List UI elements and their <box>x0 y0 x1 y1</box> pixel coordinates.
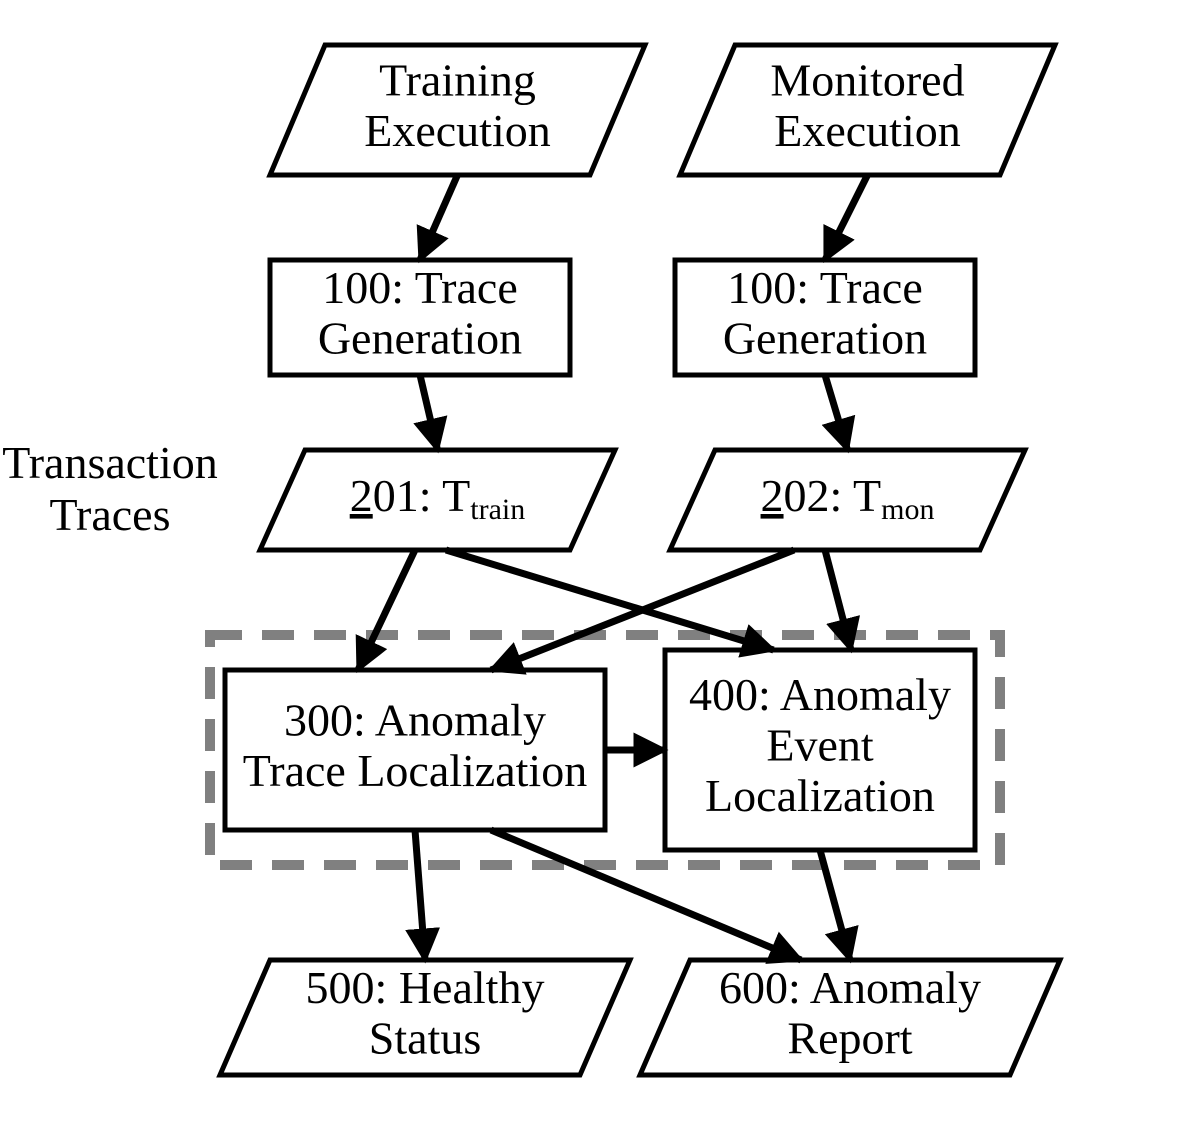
svg-text:300: Anomaly: 300: Anomaly <box>284 694 546 745</box>
svg-text:Report: Report <box>787 1012 912 1063</box>
svg-text:Generation: Generation <box>723 312 927 363</box>
svg-text:Execution: Execution <box>364 105 551 156</box>
flowchart-svg: TrainingExecutionMonitoredExecution100: … <box>0 0 1179 1129</box>
svg-text:Traces: Traces <box>50 489 171 540</box>
svg-text:600: Anomaly: 600: Anomaly <box>719 962 981 1013</box>
svg-text:Trace Localization: Trace Localization <box>243 745 587 796</box>
svg-text:Transaction: Transaction <box>2 437 218 488</box>
svg-text:100: Trace: 100: Trace <box>322 262 518 313</box>
svg-text:Monitored: Monitored <box>770 54 964 105</box>
svg-text:400: Anomaly: 400: Anomaly <box>689 669 951 720</box>
svg-text:Execution: Execution <box>774 105 961 156</box>
svg-text:Generation: Generation <box>318 312 522 363</box>
svg-text:100: Trace: 100: Trace <box>727 262 923 313</box>
svg-text:Status: Status <box>369 1012 481 1063</box>
svg-text:Localization: Localization <box>705 770 935 821</box>
svg-text:Training: Training <box>379 54 536 105</box>
svg-text:Event: Event <box>766 720 874 771</box>
svg-text:500: Healthy: 500: Healthy <box>306 962 545 1013</box>
